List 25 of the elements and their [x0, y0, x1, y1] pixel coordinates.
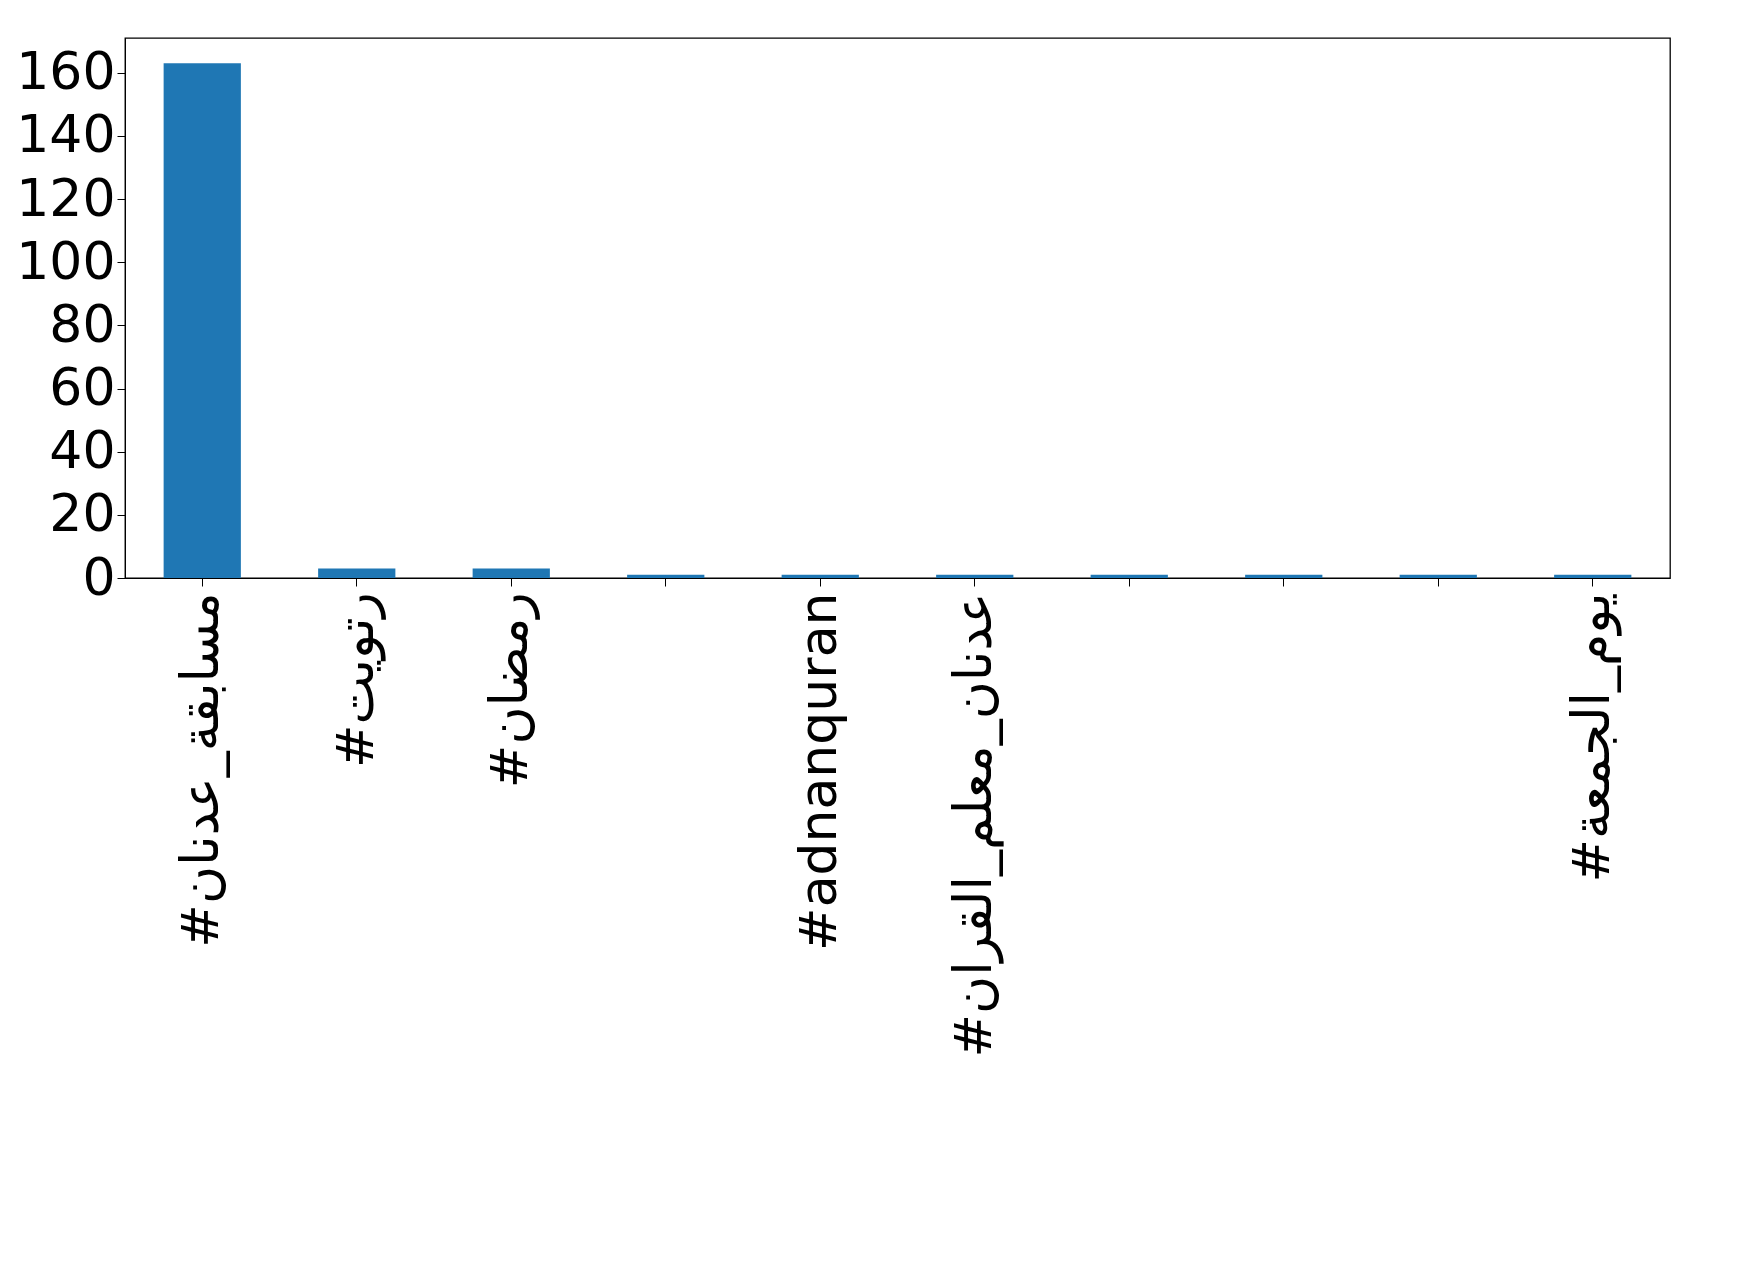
- bar: [163, 63, 241, 578]
- bar: [1554, 574, 1632, 578]
- y-tick-label: 120: [16, 167, 116, 228]
- y-tick-label: 20: [49, 483, 116, 544]
- x-tick-label: #عدنان_معلم_القران: [942, 592, 1004, 1058]
- y-tick-label: 40: [49, 420, 116, 481]
- y-tick-label: 0: [82, 546, 116, 607]
- y-tick-label: 140: [16, 104, 116, 165]
- bar: [318, 568, 396, 578]
- bar: [1245, 574, 1323, 578]
- y-tick-label: 80: [49, 293, 116, 354]
- bar: [936, 574, 1014, 578]
- x-tick-label: #adnanquran: [788, 592, 849, 951]
- bar: [781, 574, 859, 578]
- bar: [472, 568, 550, 578]
- x-tick-label: #رمضان: [479, 592, 541, 789]
- x-tick-label: #يوم_الجمعة: [1560, 592, 1622, 883]
- x-tick-label: #مسابقة_عدنان: [170, 592, 231, 948]
- y-tick-label: 100: [16, 230, 116, 291]
- y-tick-label: 60: [49, 357, 116, 418]
- bar: [1090, 574, 1168, 578]
- y-tick-label: 160: [16, 41, 116, 102]
- x-tick-label: #رتويت: [324, 592, 386, 769]
- bar: [627, 574, 705, 578]
- bar: [1399, 574, 1477, 578]
